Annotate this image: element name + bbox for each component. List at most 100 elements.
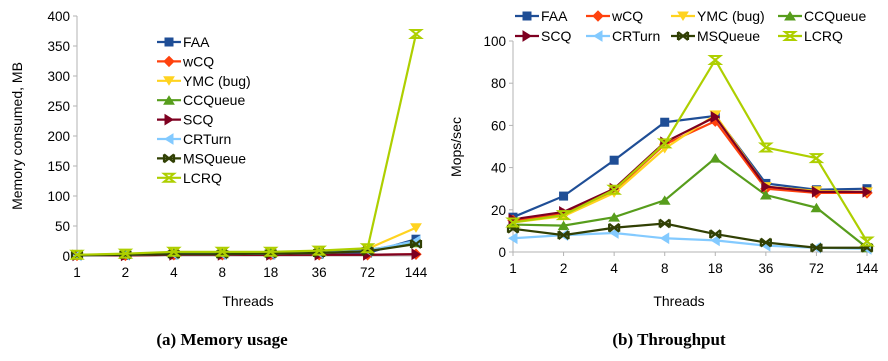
throughput-y-tick-label: 0: [498, 245, 506, 260]
throughput-series-msqueue: [506, 218, 874, 253]
memory-legend-item-wcq: wCQ: [157, 53, 214, 69]
throughput-legend-item-msqueue: MSQueue: [671, 28, 760, 44]
memory-x-tick-label: 2: [122, 265, 130, 280]
throughput-x-tick-label: 36: [758, 261, 773, 276]
memory-point-lcrq: [408, 29, 424, 39]
throughput-y-tick-label: 40: [491, 161, 506, 176]
memory-legend-label: YMC (bug): [183, 73, 251, 89]
throughput-legend-label: FAA: [541, 8, 568, 24]
throughput-legend-label: SCQ: [541, 28, 571, 44]
memory-legend-label: FAA: [183, 34, 210, 50]
throughput-legend-label: wCQ: [611, 8, 643, 24]
memory-legend-item-ccqueue: CCQueue: [157, 92, 245, 108]
throughput-point-scq: [862, 185, 872, 198]
throughput-legend-label: MSQueue: [697, 28, 760, 44]
memory-legend-item-lcrq: LCRQ: [157, 170, 222, 186]
memory-legend-marker: [163, 76, 175, 86]
memory-x-tick-label: 144: [405, 265, 428, 280]
throughput-point-lcrq: [656, 138, 673, 149]
throughput-legend-marker: [782, 31, 798, 41]
throughput-x-tick-label: 144: [856, 261, 879, 276]
throughput-point-crturn: [659, 232, 670, 245]
memory-point-lcrq: [166, 246, 182, 257]
memory-point-lcrq: [117, 248, 134, 259]
memory-legend-item-ymc-bug: YMC (bug): [157, 73, 251, 89]
throughput-point-scq: [761, 180, 771, 193]
throughput-legend-marker: [593, 30, 603, 42]
throughput-legend-marker: [677, 11, 689, 21]
throughput-x-tick-label: 4: [610, 261, 618, 276]
throughput-legend-item-ccqueue: CCQueue: [778, 8, 866, 24]
memory-legend-marker: [163, 55, 175, 68]
memory-point-msqueue: [167, 249, 180, 260]
memory-point-scq: [411, 248, 421, 261]
throughput-point-msqueue: [810, 242, 823, 253]
throughput-line-faa: [512, 114, 868, 219]
memory-point-lcrq: [262, 246, 279, 257]
throughput-point-msqueue: [608, 222, 621, 233]
throughput-legend-item-scq: SCQ: [515, 28, 571, 44]
throughput-point-ccqueue: [759, 190, 772, 200]
memory-legend-item-crturn: CRTurn: [157, 131, 231, 147]
throughput-x-tick-label: 1: [509, 261, 517, 276]
memory-y-tick-label: 250: [47, 99, 70, 114]
memory-y-tick-label: 350: [47, 39, 70, 54]
memory-legend-marker: [164, 133, 174, 145]
throughput-legend-label: CRTurn: [612, 28, 660, 44]
memory-series-lcrq: [69, 29, 424, 260]
memory-x-tick-label: 8: [219, 265, 227, 280]
throughput-line-msqueue: [512, 222, 867, 249]
memory-point-ymc-bug: [410, 223, 422, 233]
memory-y-tick-label: 150: [47, 159, 70, 174]
memory-y-tick-label: 200: [47, 129, 70, 144]
throughput-x-tick-label: 18: [708, 261, 723, 276]
throughput-point-msqueue: [709, 229, 722, 239]
throughput-point-faa: [559, 191, 569, 201]
throughput-point-ccqueue: [709, 153, 722, 163]
throughput-x-tick-label: 8: [661, 261, 669, 276]
throughput-point-msqueue: [506, 223, 520, 234]
throughput-point-msqueue: [759, 237, 772, 248]
memory-point-msqueue: [216, 249, 229, 260]
throughput-legend-item-wcq: wCQ: [586, 8, 643, 24]
memory-legend-label: wCQ: [182, 53, 214, 69]
memory-y-axis-title: Memory consumed, MB: [9, 62, 25, 210]
memory-point-msqueue: [313, 248, 326, 258]
memory-legend-label: SCQ: [183, 112, 213, 128]
memory-point-msqueue: [409, 239, 423, 249]
memory-y-tick-label: 50: [55, 219, 70, 234]
memory-line-lcrq: [76, 33, 418, 256]
memory-y-tick-label: 0: [62, 249, 70, 264]
throughput-point-crturn: [710, 234, 720, 247]
memory-y-tick-label: 300: [47, 69, 70, 84]
memory-legend-marker: [164, 113, 174, 126]
memory-legend: FAA wCQ YMC (bug) CCQueue SCQ CRTurn MSQueue LC…: [157, 34, 251, 186]
memory-legend-marker: [164, 37, 174, 47]
throughput-point-faa: [609, 155, 619, 165]
throughput-point-lcrq: [859, 236, 875, 247]
throughput-chart: Mops/sec Threads (b) Throughput 0 20 40 60 8…: [448, 8, 879, 349]
throughput-point-lcrq: [555, 210, 572, 221]
throughput-point-ccqueue: [810, 202, 823, 213]
throughput-point-faa: [660, 117, 670, 127]
throughput-y-tick-label: 20: [491, 203, 506, 218]
throughput-series-lcrq: [505, 54, 875, 247]
memory-y-tick-label: 100: [47, 189, 70, 204]
throughput-point-lcrq: [707, 54, 724, 65]
throughput-point-ccqueue: [658, 195, 671, 205]
memory-usage-chart: Memory consumed, MB Threads (a) Memory u…: [9, 9, 428, 349]
throughput-legend-label: LCRQ: [804, 28, 843, 44]
throughput-point-msqueue: [658, 218, 671, 229]
memory-point-msqueue: [264, 248, 277, 259]
memory-line-msqueue: [76, 242, 417, 257]
memory-point-lcrq: [69, 249, 85, 260]
memory-x-tick-label: 4: [170, 265, 178, 280]
throughput-legend-item-ymc-bug: YMC (bug): [671, 8, 765, 24]
throughput-line-ccqueue: [512, 156, 868, 249]
throughput-y-tick-label: 100: [483, 34, 506, 49]
throughput-point-lcrq: [808, 153, 825, 164]
throughput-point-lcrq: [505, 217, 521, 228]
throughput-point-lcrq: [758, 142, 774, 153]
throughput-series-crturn: [508, 227, 872, 255]
